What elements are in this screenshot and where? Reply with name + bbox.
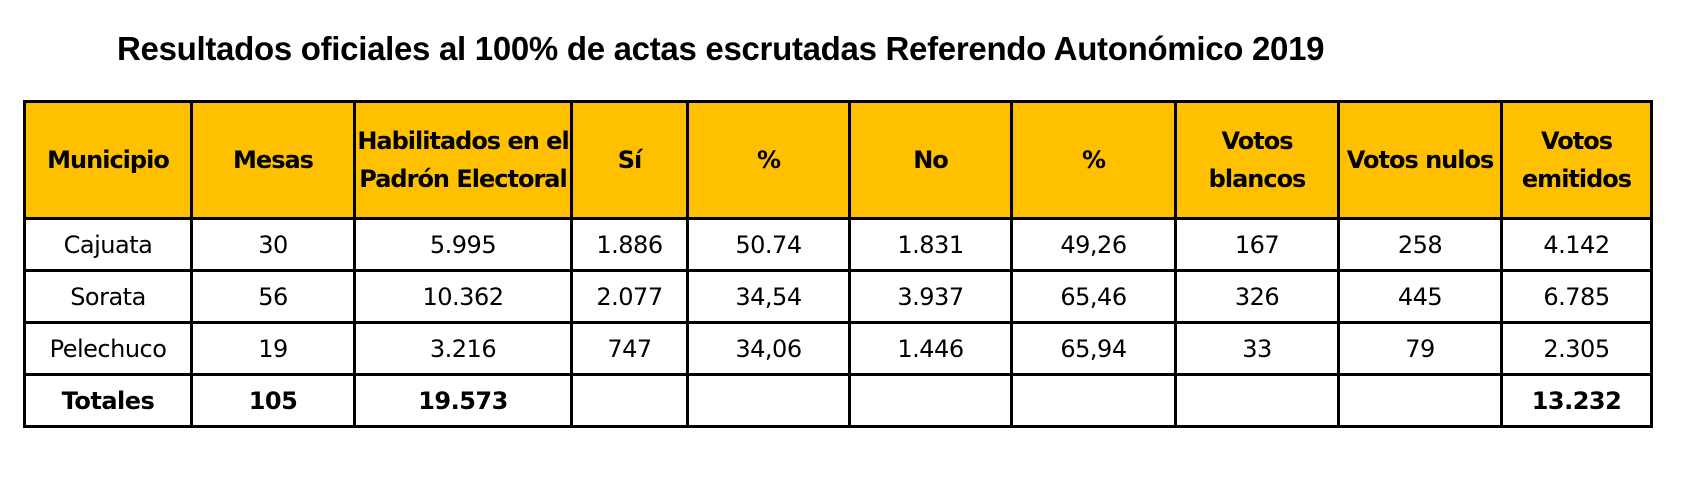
cell-no: 1.831 [848,217,1013,272]
cell-municipio: Sorata [23,269,193,324]
cell-totals-si [570,373,689,428]
header-row: Municipio Mesas Habilitados en el Padrón… [23,100,1653,220]
col-header-votos-nulos: Votos nulos [1337,100,1503,220]
cell-si: 747 [570,321,689,376]
cell-si: 2.077 [570,269,689,324]
col-header-si: Sí [570,100,689,220]
cell-no-percent: 49,26 [1010,217,1177,272]
cell-totals-votos-nulos [1337,373,1503,428]
cell-totals-habilitados: 19.573 [353,373,573,428]
cell-votos-nulos: 445 [1337,269,1503,324]
cell-votos-emitidos: 6.785 [1500,269,1653,324]
cell-si: 1.886 [570,217,689,272]
col-header-si-percent: % [686,100,851,220]
cell-votos-nulos: 258 [1337,217,1503,272]
cell-votos-blancos: 33 [1174,321,1340,376]
table-row: Sorata 56 10.362 2.077 34,54 3.937 65,46… [23,269,1653,324]
cell-totals-no-percent [1010,373,1177,428]
col-header-municipio: Municipio [23,100,193,220]
cell-si-percent: 50.74 [686,217,851,272]
cell-mesas: 56 [190,269,356,324]
cell-habilitados: 10.362 [353,269,573,324]
cell-totals-label: Totales [23,373,193,428]
cell-no-percent: 65,94 [1010,321,1177,376]
cell-totals-votos-blancos [1174,373,1340,428]
col-header-no: No [848,100,1013,220]
col-header-votos-blancos: Votos blancos [1174,100,1340,220]
results-table: Municipio Mesas Habilitados en el Padrón… [23,100,1653,428]
cell-votos-emitidos: 4.142 [1500,217,1653,272]
cell-no: 3.937 [848,269,1013,324]
cell-no-percent: 65,46 [1010,269,1177,324]
col-header-votos-emitidos: Votos emitidos [1500,100,1653,220]
page-title: Resultados oficiales al 100% de actas es… [117,30,1325,67]
cell-votos-blancos: 167 [1174,217,1340,272]
cell-totals-si-percent [686,373,851,428]
cell-habilitados: 5.995 [353,217,573,272]
cell-votos-blancos: 326 [1174,269,1340,324]
cell-votos-emitidos: 2.305 [1500,321,1653,376]
cell-totals-votos-emitidos: 13.232 [1500,373,1653,428]
totals-row: Totales 105 19.573 13.232 [23,373,1653,428]
table-row: Cajuata 30 5.995 1.886 50.74 1.831 49,26… [23,217,1653,272]
cell-mesas: 19 [190,321,356,376]
table-row: Pelechuco 19 3.216 747 34,06 1.446 65,94… [23,321,1653,376]
cell-mesas: 30 [190,217,356,272]
cell-municipio: Cajuata [23,217,193,272]
cell-si-percent: 34,54 [686,269,851,324]
cell-si-percent: 34,06 [686,321,851,376]
cell-no: 1.446 [848,321,1013,376]
col-header-mesas: Mesas [190,100,356,220]
cell-votos-nulos: 79 [1337,321,1503,376]
cell-habilitados: 3.216 [353,321,573,376]
cell-municipio: Pelechuco [23,321,193,376]
col-header-no-percent: % [1010,100,1177,220]
col-header-habilitados: Habilitados en el Padrón Electoral [353,100,573,220]
cell-totals-no [848,373,1013,428]
cell-totals-mesas: 105 [190,373,356,428]
